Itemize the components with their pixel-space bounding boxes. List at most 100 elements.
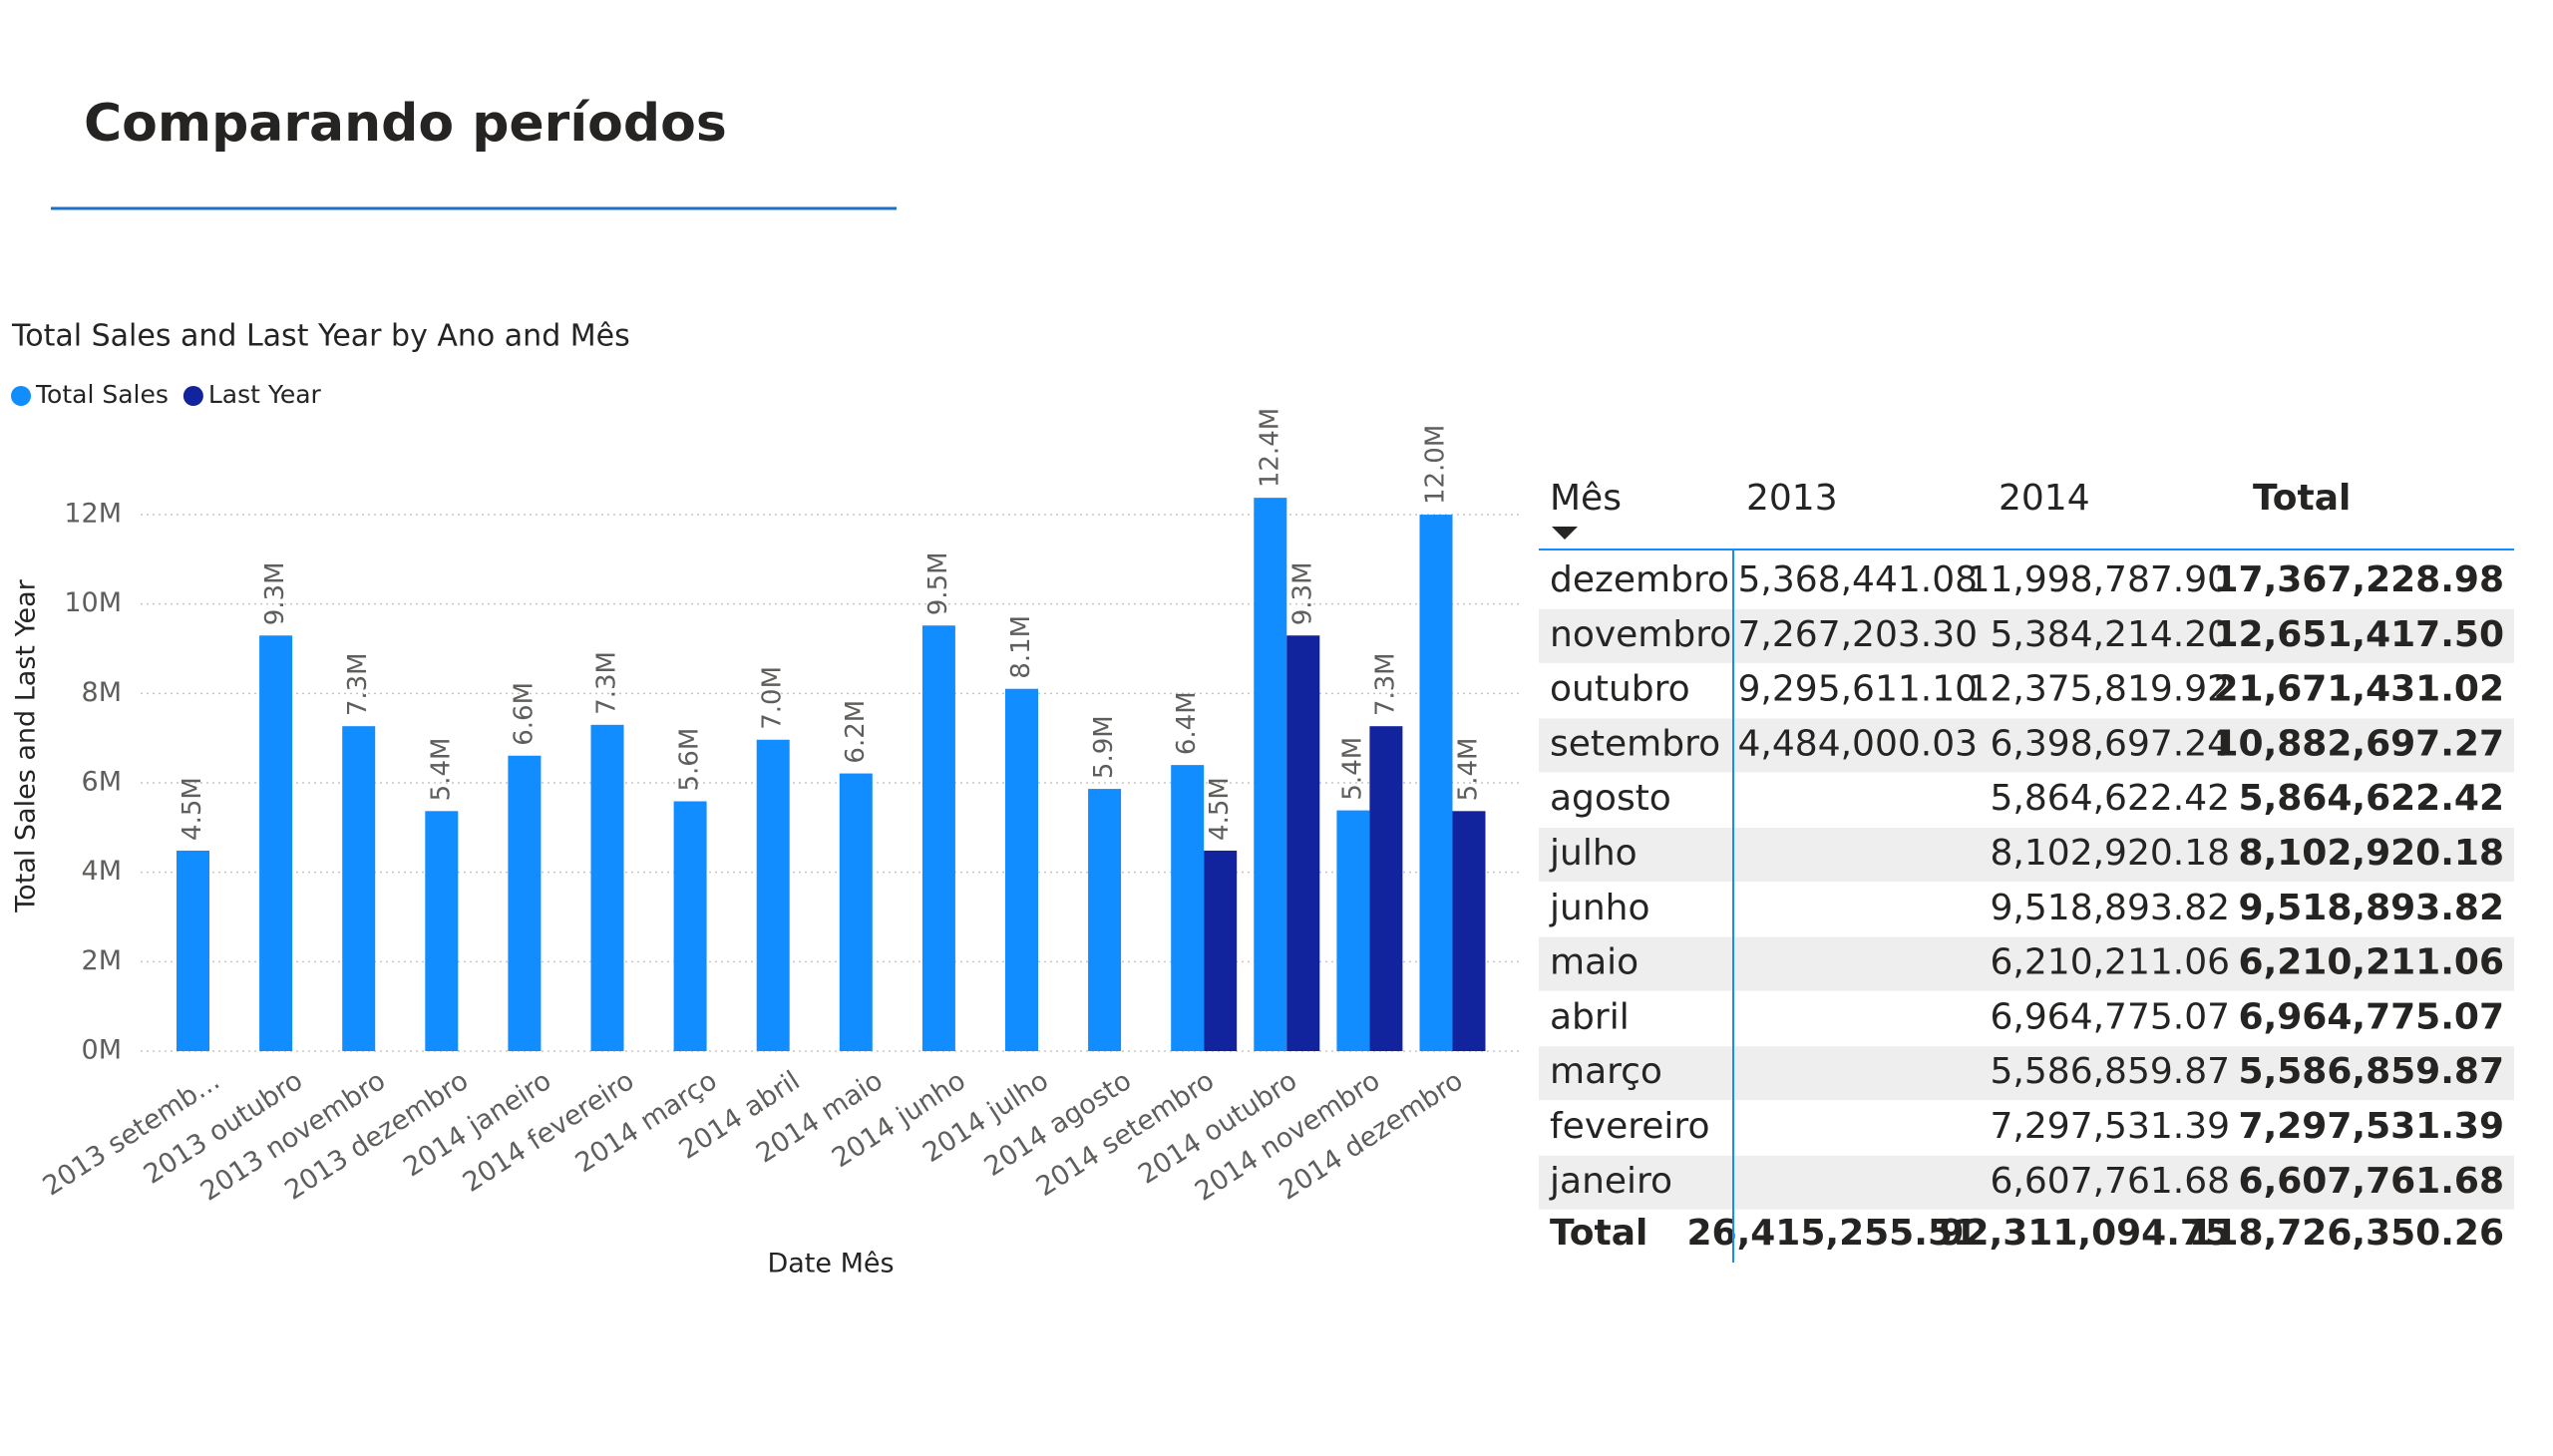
row-label: agosto xyxy=(1550,778,1671,819)
cell: 6,210,211.06 xyxy=(2239,942,2504,983)
total-cell: 118,726,350.26 xyxy=(2188,1213,2504,1254)
data-label: 9.3M xyxy=(1287,561,1317,625)
column-header: Total xyxy=(2253,478,2351,519)
data-label: 5.6M xyxy=(675,728,705,792)
y-tick-label: 10M xyxy=(64,587,122,618)
legend-marker xyxy=(182,386,203,406)
row-shade xyxy=(1539,608,2514,663)
data-label: 5.4M xyxy=(426,738,456,802)
y-tick-label: 0M xyxy=(82,1035,122,1066)
column-header: Mês xyxy=(1550,478,1622,519)
legend-label: Last Year xyxy=(208,380,322,409)
data-label: 6.6M xyxy=(509,682,539,746)
bar xyxy=(1204,850,1238,1051)
cell: 5,368,441.08 xyxy=(1738,559,1978,600)
bar xyxy=(1419,515,1453,1051)
total-cell: 26,415,255.51 xyxy=(1686,1213,1978,1254)
y-tick-label: 12M xyxy=(64,499,122,530)
data-label: 5.9M xyxy=(1089,715,1119,779)
y-tick-label: 6M xyxy=(82,767,122,798)
cell: 9,518,893.82 xyxy=(1991,888,2230,928)
bar xyxy=(1336,810,1370,1051)
legend-marker xyxy=(11,386,31,406)
cell: 11,998,787.90 xyxy=(1968,559,2230,600)
data-label: 7.3M xyxy=(592,651,622,715)
bar xyxy=(921,625,955,1051)
cell: 7,297,531.39 xyxy=(2239,1106,2504,1147)
data-label: 8.1M xyxy=(1006,615,1036,679)
column-header: 2014 xyxy=(1999,478,2090,519)
bar xyxy=(259,635,293,1051)
row-label: outubro xyxy=(1550,669,1690,710)
row-shade xyxy=(1539,1155,2514,1210)
row-label: janeiro xyxy=(1549,1161,1672,1202)
cell: 21,671,431.02 xyxy=(2213,669,2504,710)
row-label: abril xyxy=(1550,996,1630,1037)
cell: 6,607,761.68 xyxy=(2239,1161,2504,1202)
y-axis-title: Total Sales and Last Year xyxy=(11,578,42,912)
cell: 5,586,859.87 xyxy=(1991,1051,2230,1092)
data-label: 6.4M xyxy=(1172,691,1202,755)
row-shade xyxy=(1539,828,2514,882)
cell: 10,882,697.27 xyxy=(2213,723,2504,764)
cell: 6,607,761.68 xyxy=(1991,1161,2230,1202)
row-label: julho xyxy=(1549,833,1638,874)
cell: 6,964,775.07 xyxy=(1991,996,2230,1037)
row-label: dezembro xyxy=(1550,559,1729,600)
data-label: 6.2M xyxy=(841,700,871,764)
cell: 8,102,920.18 xyxy=(1991,833,2230,874)
cell: 9,295,611.10 xyxy=(1738,669,1978,710)
data-label: 12.0M xyxy=(1421,425,1451,505)
bar xyxy=(425,811,459,1051)
cell: 8,102,920.18 xyxy=(2239,833,2504,874)
data-label: 4.5M xyxy=(1205,777,1235,841)
bar xyxy=(1088,789,1122,1051)
bar xyxy=(1286,635,1320,1051)
data-label: 12.4M xyxy=(1255,408,1284,488)
row-shade xyxy=(1539,1046,2514,1101)
bar xyxy=(1171,765,1205,1051)
bar xyxy=(177,850,209,1051)
legend-label: Total Sales xyxy=(35,380,169,409)
cell: 6,398,697.24 xyxy=(1991,723,2230,764)
bar xyxy=(756,739,790,1051)
total-cell: 92,311,094.75 xyxy=(1939,1213,2230,1254)
cell: 5,586,859.87 xyxy=(2239,1051,2504,1092)
row-label: março xyxy=(1550,1051,1662,1092)
bar xyxy=(1005,688,1038,1051)
cell: 12,375,819.92 xyxy=(1968,669,2230,710)
row-backgrounds xyxy=(1539,608,2514,1210)
cell: 17,367,228.98 xyxy=(2213,559,2504,600)
sort-arrow xyxy=(1552,527,1578,540)
data-label: 7.3M xyxy=(1370,652,1400,716)
cell: 7,297,531.39 xyxy=(1991,1106,2230,1147)
data-label: 5.4M xyxy=(1337,737,1367,801)
row-label: junho xyxy=(1549,888,1649,928)
cell: 7,267,203.30 xyxy=(1738,614,1978,655)
total-cell: Total xyxy=(1550,1213,1647,1254)
cell: 5,384,214.20 xyxy=(1991,614,2230,655)
data-label: 7.0M xyxy=(758,666,788,730)
y-tick-label: 2M xyxy=(82,945,122,976)
data-label: 9.5M xyxy=(923,551,953,615)
data-label: 9.3M xyxy=(260,561,290,625)
data-label: 7.3M xyxy=(343,652,373,716)
row-label: fevereiro xyxy=(1550,1106,1709,1147)
row-label: novembro xyxy=(1550,614,1731,655)
row-label: maio xyxy=(1550,942,1639,983)
row-label: setembro xyxy=(1550,723,1720,764)
cell: 5,864,622.42 xyxy=(2239,778,2504,819)
data-label: 4.5M xyxy=(178,777,207,841)
cell: 12,651,417.50 xyxy=(2213,614,2504,655)
bar xyxy=(1254,498,1287,1052)
x-axis-title: Date Mês xyxy=(767,1249,894,1279)
page-title: Comparando períodos xyxy=(84,94,727,154)
cell: 6,210,211.06 xyxy=(1991,942,2230,983)
cell: 4,484,000.03 xyxy=(1738,723,1978,764)
y-tick-label: 8M xyxy=(82,677,122,708)
y-tick-label: 4M xyxy=(82,856,122,887)
bar xyxy=(1369,726,1403,1051)
row-shade xyxy=(1539,936,2514,991)
